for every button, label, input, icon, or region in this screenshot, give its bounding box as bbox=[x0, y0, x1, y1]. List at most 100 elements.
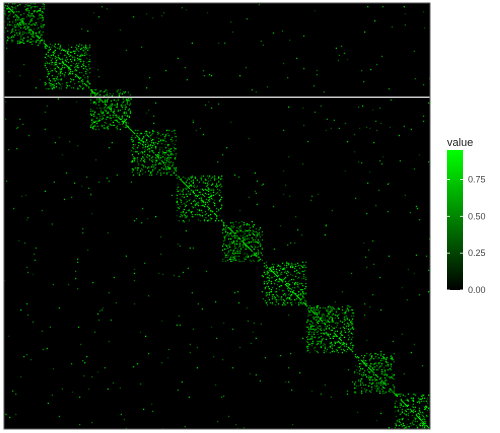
heatmap-cell bbox=[61, 57, 64, 60]
heatmap-cell bbox=[136, 169, 139, 171]
heatmap-cell bbox=[232, 367, 234, 369]
heatmap-cell bbox=[44, 46, 46, 48]
heatmap-cell bbox=[386, 375, 388, 377]
heatmap-cell bbox=[151, 133, 153, 136]
heatmap-cell bbox=[375, 355, 377, 358]
heatmap-cell bbox=[415, 414, 418, 417]
heatmap-cell bbox=[98, 99, 100, 101]
heatmap-cell bbox=[328, 324, 330, 326]
heatmap-cell bbox=[65, 172, 68, 174]
heatmap-cell bbox=[245, 256, 247, 258]
heatmap-cell bbox=[343, 336, 346, 339]
heatmap-cell bbox=[268, 269, 271, 272]
heatmap-cell bbox=[208, 200, 211, 203]
heatmap-cell bbox=[45, 66, 47, 69]
heatmap-cell bbox=[298, 264, 300, 267]
heatmap-cell bbox=[80, 77, 82, 79]
heatmap-cell bbox=[142, 145, 145, 147]
heatmap-cell bbox=[30, 29, 32, 31]
heatmap-cell bbox=[292, 281, 294, 284]
heatmap-cell bbox=[87, 30, 89, 32]
heatmap-cell bbox=[70, 51, 73, 54]
heatmap-cell bbox=[181, 216, 183, 218]
heatmap-cell bbox=[19, 40, 21, 42]
heatmap-cell bbox=[126, 114, 129, 116]
heatmap-cell bbox=[172, 164, 174, 166]
heatmap-cell bbox=[171, 194, 173, 197]
heatmap-cell bbox=[265, 280, 268, 283]
heatmap-cell bbox=[103, 91, 105, 93]
heatmap-cell bbox=[143, 132, 146, 135]
heatmap-cell bbox=[244, 231, 246, 233]
heatmap-cell bbox=[252, 226, 254, 228]
heatmap-cell bbox=[155, 164, 157, 166]
heatmap-cell bbox=[115, 116, 117, 118]
heatmap-cell bbox=[307, 338, 309, 341]
heatmap-cell bbox=[252, 233, 254, 235]
heatmap-cell bbox=[308, 307, 310, 309]
heatmap-cell bbox=[336, 349, 339, 352]
heatmap-cell bbox=[132, 139, 135, 142]
heatmap-cell bbox=[236, 255, 238, 257]
heatmap-cell bbox=[347, 328, 350, 330]
heatmap-cell bbox=[209, 217, 212, 219]
heatmap-cell bbox=[132, 169, 135, 171]
heatmap-cell bbox=[337, 317, 340, 319]
heatmap-cell bbox=[42, 26, 44, 28]
heatmap-cell bbox=[81, 81, 83, 83]
heatmap-cell bbox=[224, 42, 226, 44]
heatmap-cell bbox=[78, 88, 80, 90]
heatmap-cell bbox=[345, 315, 348, 317]
heatmap-cell bbox=[109, 123, 111, 126]
heatmap-cell bbox=[55, 59, 58, 62]
heatmap-cell bbox=[40, 26, 42, 28]
heatmap-cell bbox=[280, 299, 283, 301]
heatmap-cell bbox=[58, 83, 61, 85]
heatmap-cell bbox=[116, 115, 118, 117]
heatmap-cell bbox=[265, 266, 268, 269]
heatmap-cell bbox=[339, 320, 342, 322]
heatmap-cell bbox=[120, 104, 122, 106]
heatmap-cell bbox=[385, 358, 387, 360]
heatmap-cell bbox=[100, 99, 102, 101]
heatmap-cell bbox=[108, 147, 110, 149]
heatmap-cell bbox=[4, 13, 6, 15]
heatmap-cell bbox=[300, 264, 302, 267]
heatmap-cell bbox=[393, 374, 395, 376]
heatmap-cell bbox=[101, 113, 103, 115]
heatmap-cell bbox=[92, 118, 94, 120]
heatmap-cell bbox=[206, 220, 209, 222]
heatmap-cell bbox=[334, 314, 336, 316]
heatmap-cell bbox=[23, 37, 25, 39]
heatmap-cell bbox=[343, 345, 346, 348]
heatmap-cell bbox=[204, 213, 207, 216]
heatmap-cell bbox=[77, 261, 79, 263]
heatmap-cell bbox=[66, 50, 69, 52]
heatmap-cell bbox=[341, 309, 344, 311]
heatmap-cell bbox=[92, 91, 94, 93]
heatmap-cell bbox=[305, 301, 307, 303]
heatmap-cell bbox=[27, 14, 29, 16]
heatmap-cell bbox=[335, 311, 337, 313]
heatmap-cell bbox=[350, 349, 353, 352]
heatmap-cell bbox=[362, 105, 364, 107]
heatmap-cell bbox=[191, 189, 193, 191]
heatmap-cell bbox=[238, 258, 240, 260]
heatmap-cell bbox=[102, 307, 104, 309]
heatmap-cell bbox=[239, 346, 241, 349]
heatmap-cell bbox=[389, 126, 391, 129]
heatmap-cell bbox=[131, 136, 134, 139]
heatmap-cell bbox=[190, 177, 192, 179]
heatmap-cell bbox=[300, 293, 302, 295]
heatmap-cell bbox=[34, 24, 36, 26]
heatmap-cell bbox=[263, 262, 265, 264]
heatmap-cell bbox=[256, 203, 258, 206]
heatmap-cell bbox=[168, 143, 170, 146]
heatmap-cell bbox=[233, 224, 235, 226]
heatmap-cell bbox=[234, 255, 236, 257]
heatmap-cell bbox=[298, 291, 300, 293]
heatmap-cell bbox=[150, 137, 152, 140]
heatmap-cell bbox=[197, 204, 200, 207]
heatmap-cell bbox=[30, 20, 32, 22]
heatmap-cell bbox=[155, 102, 157, 104]
